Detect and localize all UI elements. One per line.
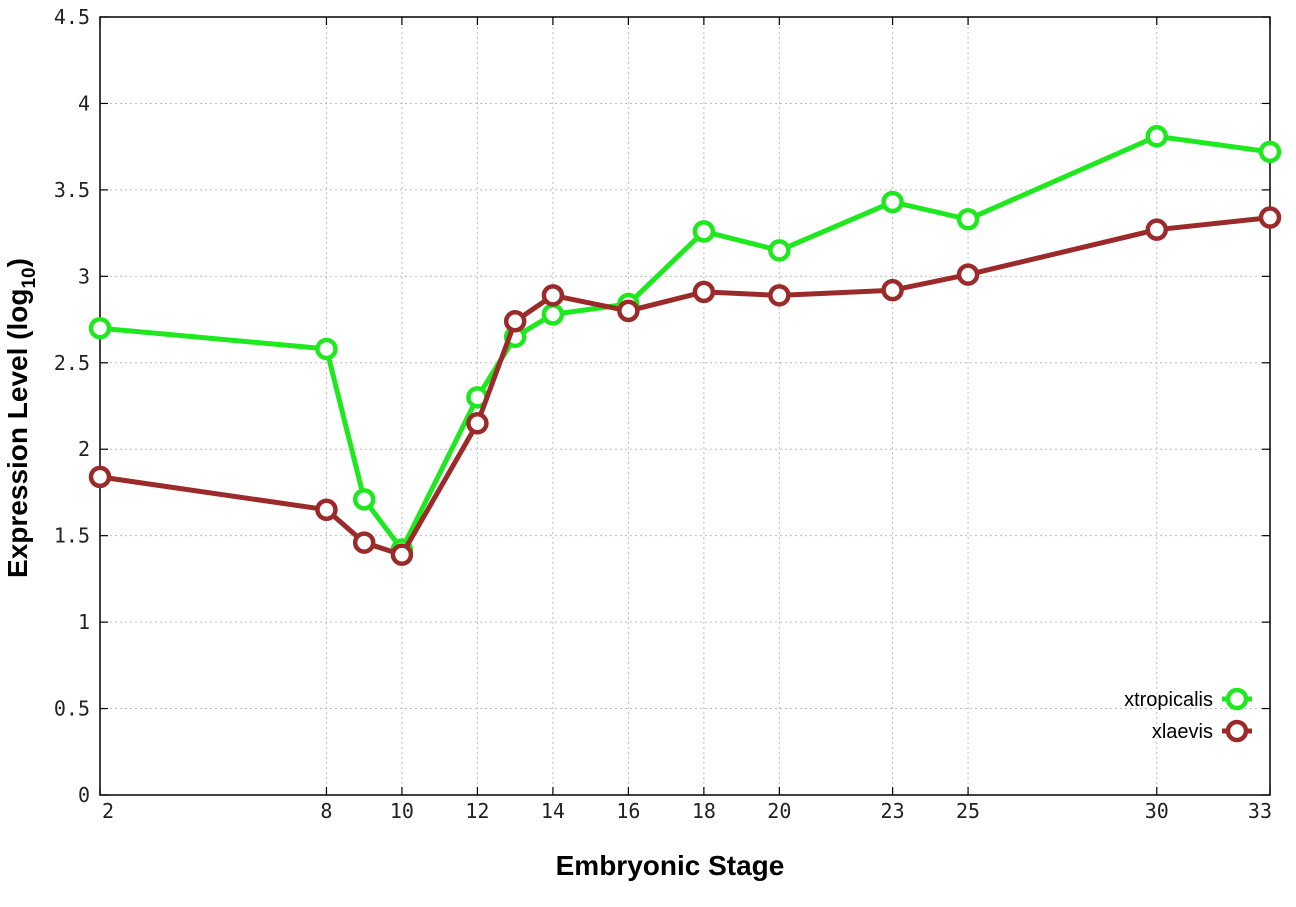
data-point-xlaevis	[315, 498, 338, 521]
data-point-xlaevis	[956, 263, 980, 286]
x-tick-label: 20	[767, 799, 791, 823]
data-point-xlaevis	[692, 280, 716, 304]
x-tick-label: 8	[320, 799, 332, 823]
x-axis-title: Embryonic Stage	[556, 850, 785, 881]
data-point-xlaevis	[1258, 206, 1282, 229]
legend-label-xtropicalis: xtropicalis	[1124, 689, 1213, 711]
x-tick-label: 10	[390, 799, 414, 823]
data-point-xlaevis	[617, 299, 640, 323]
y-tick-label: 0.5	[54, 697, 90, 721]
data-point-xtropicalis	[541, 303, 565, 326]
legend: xtropicalis xlaevis	[1124, 687, 1252, 743]
plot-frame	[99, 16, 1271, 796]
x-tick-label: 30	[1145, 799, 1169, 823]
data-point-xtropicalis	[692, 220, 716, 243]
data-point-xtropicalis	[768, 239, 791, 262]
x-tick-label: 12	[465, 799, 489, 823]
data-point-xtropicalis	[956, 208, 980, 231]
data-point-xtropicalis	[881, 190, 904, 214]
y-tick-label: 4.5	[54, 5, 90, 29]
x-tick-label: 2	[102, 799, 114, 823]
x-tick-label: 23	[881, 799, 905, 823]
legend-marker-xlaevis	[1225, 719, 1249, 743]
x-tick-label: 18	[692, 799, 716, 823]
data-point-xtropicalis	[1258, 140, 1282, 164]
y-tick-label: 3.5	[54, 178, 90, 202]
x-tick-label: 33	[1248, 799, 1272, 823]
series-line-xlaevis	[99, 215, 1271, 558]
data-point-xlaevis	[881, 278, 904, 302]
legend-label-xlaevis: xlaevis	[1152, 721, 1213, 743]
data-point-xtropicalis	[352, 488, 376, 511]
data-point-xtropicalis	[1145, 125, 1169, 148]
data-point-xlaevis	[390, 543, 414, 566]
x-axis-ticks: 2 8 10 12 14 16 18 20 23 25 30 33	[99, 17, 1272, 823]
x-tick-label: 25	[956, 799, 980, 823]
series-group	[88, 125, 1282, 566]
x-tick-label: 14	[541, 799, 565, 823]
y-tick-label: 3	[78, 264, 90, 288]
data-point-xlaevis	[503, 310, 527, 333]
legend-marker-xtropicalis	[1225, 687, 1249, 711]
y-axis-title-main: Expression Level (log	[2, 289, 33, 578]
data-point-xlaevis	[352, 531, 376, 554]
data-point-xlaevis	[541, 284, 565, 307]
data-point-xlaevis	[1145, 218, 1169, 241]
x-tick-label: 16	[616, 799, 640, 823]
y-tick-label: 2	[78, 437, 90, 461]
y-tick-label: 1.5	[54, 524, 90, 548]
data-point-xtropicalis	[315, 337, 338, 361]
y-axis-ticks: 0 0.5 1 1.5 2 2.5 3 3.5 4 4.5	[54, 5, 1270, 807]
data-point-xlaevis	[88, 465, 112, 489]
y-axis-title-subscript: 10	[19, 267, 40, 288]
y-axis-title: Expression Level (log10)	[2, 258, 40, 578]
data-point-xlaevis	[466, 412, 489, 435]
y-tick-label: 2.5	[54, 351, 90, 375]
y-axis-title-close: )	[2, 258, 33, 267]
y-tick-label: 1	[78, 610, 90, 634]
grid-lines	[100, 17, 1270, 795]
data-point-xlaevis	[768, 284, 791, 307]
y-tick-label: 0	[78, 783, 90, 807]
y-tick-label: 4	[78, 91, 90, 115]
series-line-xtropicalis	[99, 133, 1271, 552]
data-point-xtropicalis	[88, 316, 112, 340]
